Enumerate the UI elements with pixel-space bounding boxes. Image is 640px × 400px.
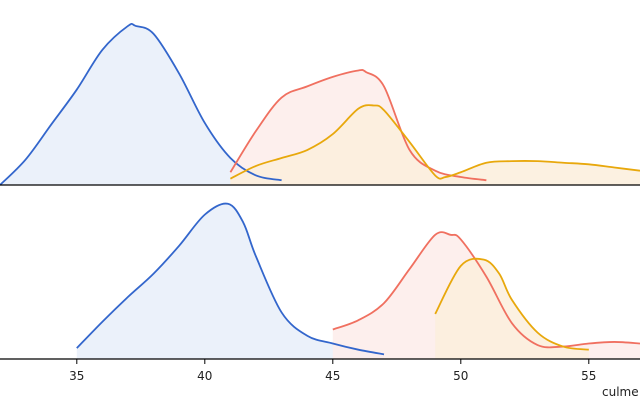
panel-1-series-1-area (0, 23, 282, 185)
x-tick-label-45: 45 (325, 369, 340, 383)
x-axis-label: culme (602, 385, 639, 399)
panel-2-series-1-area (76, 203, 385, 359)
panel-2-series-3-area (435, 258, 589, 359)
panels-layer (0, 22, 640, 360)
panel-1-series-1-line (0, 22, 282, 186)
x-tick-label-35: 35 (69, 369, 84, 383)
x-tick-label-50: 50 (453, 369, 468, 383)
x-axis: 35 40 45 50 55 (69, 359, 596, 383)
panel-1-series-3-area (230, 105, 640, 185)
panel-2-series-2-line (332, 231, 640, 349)
panel-1-series-2-line (229, 69, 487, 182)
panel-2-series-3-line (434, 257, 589, 351)
panel-2-series-1-line (76, 202, 385, 356)
panel-1 (0, 22, 640, 186)
panel-1-series-3-line (229, 104, 640, 180)
x-tick-label-40: 40 (197, 369, 212, 383)
x-tick-label-55: 55 (581, 369, 596, 383)
panel-2 (0, 202, 640, 360)
